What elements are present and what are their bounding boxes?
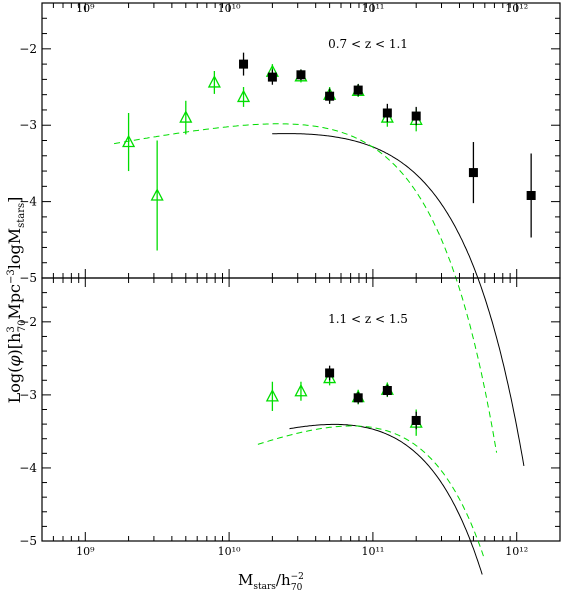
data-point-square	[411, 415, 421, 425]
data-point-square	[526, 191, 536, 200]
data-point-square	[296, 70, 306, 80]
data-point-triangle	[122, 134, 136, 148]
plot-frame	[41, 2, 561, 279]
fit-curve-solid	[272, 133, 525, 466]
data-point-square	[267, 72, 277, 82]
x-tick-label: 10¹⁰	[218, 2, 241, 15]
data-point-square	[382, 386, 392, 396]
y-tick-label: −2	[19, 42, 37, 56]
data-point-triangle	[150, 188, 164, 201]
data-point-triangle	[265, 388, 279, 402]
panel-bottom: −2 −3 −4 −5 10⁹ 10¹⁰ 10¹¹ 10¹² 1.1 < z < 1.5	[19, 277, 561, 575]
x-tick-label: 10¹²	[505, 2, 528, 15]
x-tick-label: 10¹⁰	[218, 545, 241, 558]
x-tick-label: 10¹²	[505, 545, 528, 558]
y-tick-label: −5	[19, 271, 37, 285]
data-point-square	[239, 59, 249, 69]
x-tick-label: 10⁹	[76, 545, 95, 558]
redshift-annotation: 1.1 < z < 1.5	[328, 312, 408, 326]
redshift-annotation: 0.7 < z < 1.1	[328, 37, 408, 51]
y-axis-label: Log(φ)[h370Mpc−3logMstars]	[5, 197, 28, 404]
data-point-square	[353, 85, 363, 95]
y-tick-label: −4	[19, 461, 37, 475]
fit-curve-dashed	[257, 425, 485, 557]
data-point-square	[325, 368, 335, 378]
data-point-square	[411, 111, 421, 121]
fit-curve-dashed	[114, 123, 498, 453]
y-tick-label: −3	[19, 118, 37, 132]
data-point-triangle	[236, 89, 251, 103]
x-tick-label: 10¹¹	[361, 545, 384, 558]
data-point-square	[353, 393, 363, 403]
data-point-square	[468, 168, 478, 178]
x-tick-label: 10¹¹	[361, 2, 384, 15]
x-axis-label: Mstars/h−2 70	[238, 571, 304, 590]
y-tick-label: −4	[19, 195, 37, 209]
data-point-triangle	[294, 383, 308, 397]
x-tick-label: 10⁹	[76, 2, 95, 15]
y-tick-label: −5	[19, 534, 37, 548]
data-point-triangle	[207, 75, 221, 88]
data-point-square	[325, 91, 335, 101]
fit-curve-solid	[289, 423, 483, 575]
y-tick-label: −3	[19, 388, 37, 402]
panel-top: −2 −3 −4 −5 10⁹ 10¹⁰ 10¹¹ 10¹² 0.7 < z < 1.1	[19, 2, 561, 466]
y-tick-label: −2	[19, 315, 37, 329]
plot-frame	[41, 277, 561, 542]
data-point-square	[382, 108, 392, 118]
data-point-triangle	[179, 110, 193, 123]
